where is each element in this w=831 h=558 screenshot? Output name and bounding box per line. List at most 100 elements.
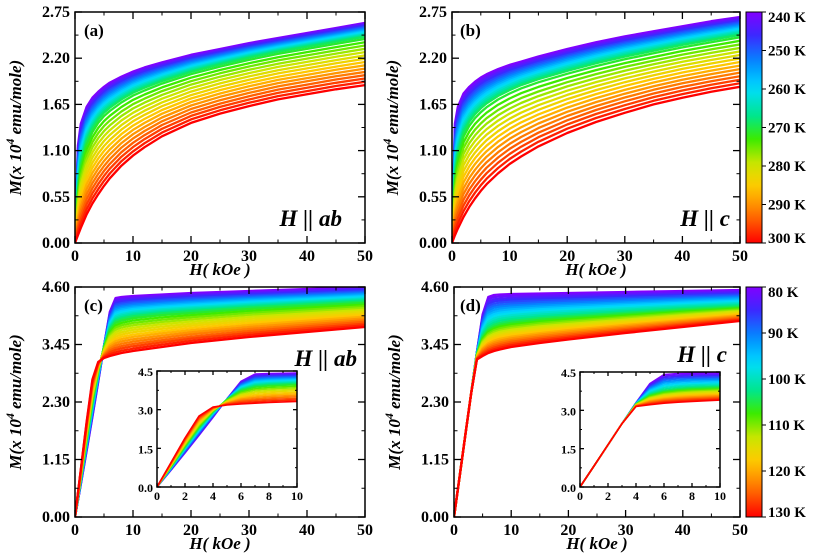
panel-b: 0 10 20 30 40 50 0.00 0.55 1.10 1.65 2.20 2.75 H( kO… [380,4,806,279]
x-tick-label: 10 [714,489,726,503]
interpolated-curve [452,24,740,243]
x-tick-label: 10 [125,248,141,265]
y-axis-title-part: M(x 10 [383,144,402,196]
interpolated-curve [452,43,740,243]
curve-group [75,21,365,243]
x-tick-label: 40 [299,248,315,265]
y-tick-label: 0.55 [419,189,447,206]
y-tick-label: 0.55 [42,189,70,206]
x-tick-label: 0 [71,248,79,265]
series-line [452,85,740,243]
panel-label: (d) [460,296,481,315]
colorbar-label: 120 K [768,464,806,480]
interpolated-curve [452,50,740,243]
field-orientation-label: H || ab [278,206,342,231]
field-orientation-label: H || c [679,206,730,231]
field-orientation-label: H || c [676,342,727,367]
colorbar-scale [745,11,763,244]
colorbar-label: 260 K [768,82,806,98]
panel-a: 0 10 20 30 40 50 0.00 0.55 1.10 1.65 2.20 2.75 H( kO… [3,4,373,279]
interpolated-curve [452,18,740,243]
interpolated-curve [452,20,740,243]
y-tick-label: 0.0 [138,481,153,495]
colorbar-label: 270 K [768,121,806,137]
y-axis-title-superscript: 4 [3,139,17,146]
y-axis-title-part: emu/mole) [6,60,25,139]
curve-group [75,287,365,517]
interpolated-curve [452,75,740,243]
y-tick-label: 2.30 [421,394,449,411]
colorbar-label: 110 K [768,418,805,434]
interpolated-curve [452,19,740,243]
x-tick-label: 8 [689,489,695,503]
curve-group [454,288,740,517]
y-axis-title: M(x 104 emu/mole) [3,60,25,196]
x-tick-label: 20 [560,522,576,539]
interpolated-curve [75,77,365,243]
y-axis-title-superscript: 4 [382,413,396,420]
x-tick-label: 0 [577,489,583,503]
colorbar-label: 130 K [768,505,806,521]
interpolated-curve [75,70,365,243]
interpolated-curve [75,80,365,243]
x-tick-label: 6 [661,489,667,503]
interpolated-curve [452,71,740,243]
interpolated-curve [75,47,365,243]
curve-group [452,15,740,243]
y-tick-label: 2.30 [42,394,70,411]
interpolated-curve [75,35,365,243]
y-tick-label: 1.65 [419,96,447,113]
x-tick-label: 4 [210,489,216,503]
interpolated-curve [75,50,365,243]
x-tick-label: 40 [675,522,691,539]
x-tick-label: 2 [605,489,611,503]
y-axis-title-part: emu/mole) [383,60,402,139]
x-tick-label: 40 [299,522,315,539]
interpolated-curve [452,46,740,243]
x-axis-title: H( kOe ) [188,260,250,279]
x-tick-label: 50 [357,522,373,539]
panel-label: (b) [460,21,481,40]
x-tick-label: 30 [618,522,634,539]
interpolated-curve [452,31,740,243]
y-tick-label: 3.45 [42,337,70,354]
interpolated-curve [75,37,365,243]
y-tick-label: 1.10 [42,143,70,160]
x-tick-label: 50 [732,522,748,539]
y-axis-title-part: M(x 10 [6,144,25,196]
x-tick-label: 50 [732,248,748,265]
colorbar-label: 300 K [768,231,806,247]
y-tick-label: 4.60 [42,279,70,296]
colorbar-label: 90 K [768,326,799,342]
y-tick-label: 0.00 [42,235,70,252]
interpolated-curve [452,67,740,243]
y-axis-title-part: emu/mole) [385,334,404,413]
y-axis-title-part: emu/mole) [6,334,25,413]
interpolated-curve [75,57,365,243]
y-tick-label: 1.65 [42,96,70,113]
curve-group [157,372,297,487]
panel-c: 0 10 20 30 40 500.001.152.303.454.60H( kOe )M… [3,279,373,553]
x-axis-title: H( kOe ) [188,534,250,553]
y-axis-title-superscript: 4 [380,139,394,146]
colorbar-label: 80 K [768,285,799,301]
interpolated-curve [452,22,740,243]
inset-plot: 0 2 4 6 8 10 0.0 1.5 3.0 4.5 [561,366,726,503]
y-tick-label: 0.0 [561,481,576,495]
y-tick-label: 1.5 [138,442,153,456]
x-tick-label: 30 [241,248,257,265]
x-tick-label: 20 [183,248,199,265]
field-orientation-label: H || ab [293,346,357,371]
interpolated-curve [452,78,740,243]
colorbar-label: 290 K [768,198,806,214]
interpolated-curve [75,44,365,243]
interpolated-curve [452,27,740,243]
y-axis-title: M(x 104 emu/mole) [380,60,402,196]
series-line [75,83,365,243]
y-tick-label: 4.5 [561,366,576,380]
y-axis-title: M(x 104 emu/mole) [382,334,404,470]
interpolated-curve [452,82,740,243]
interpolated-curve [452,57,740,243]
y-tick-label: 1.15 [421,452,449,469]
x-tick-label: 20 [559,248,575,265]
